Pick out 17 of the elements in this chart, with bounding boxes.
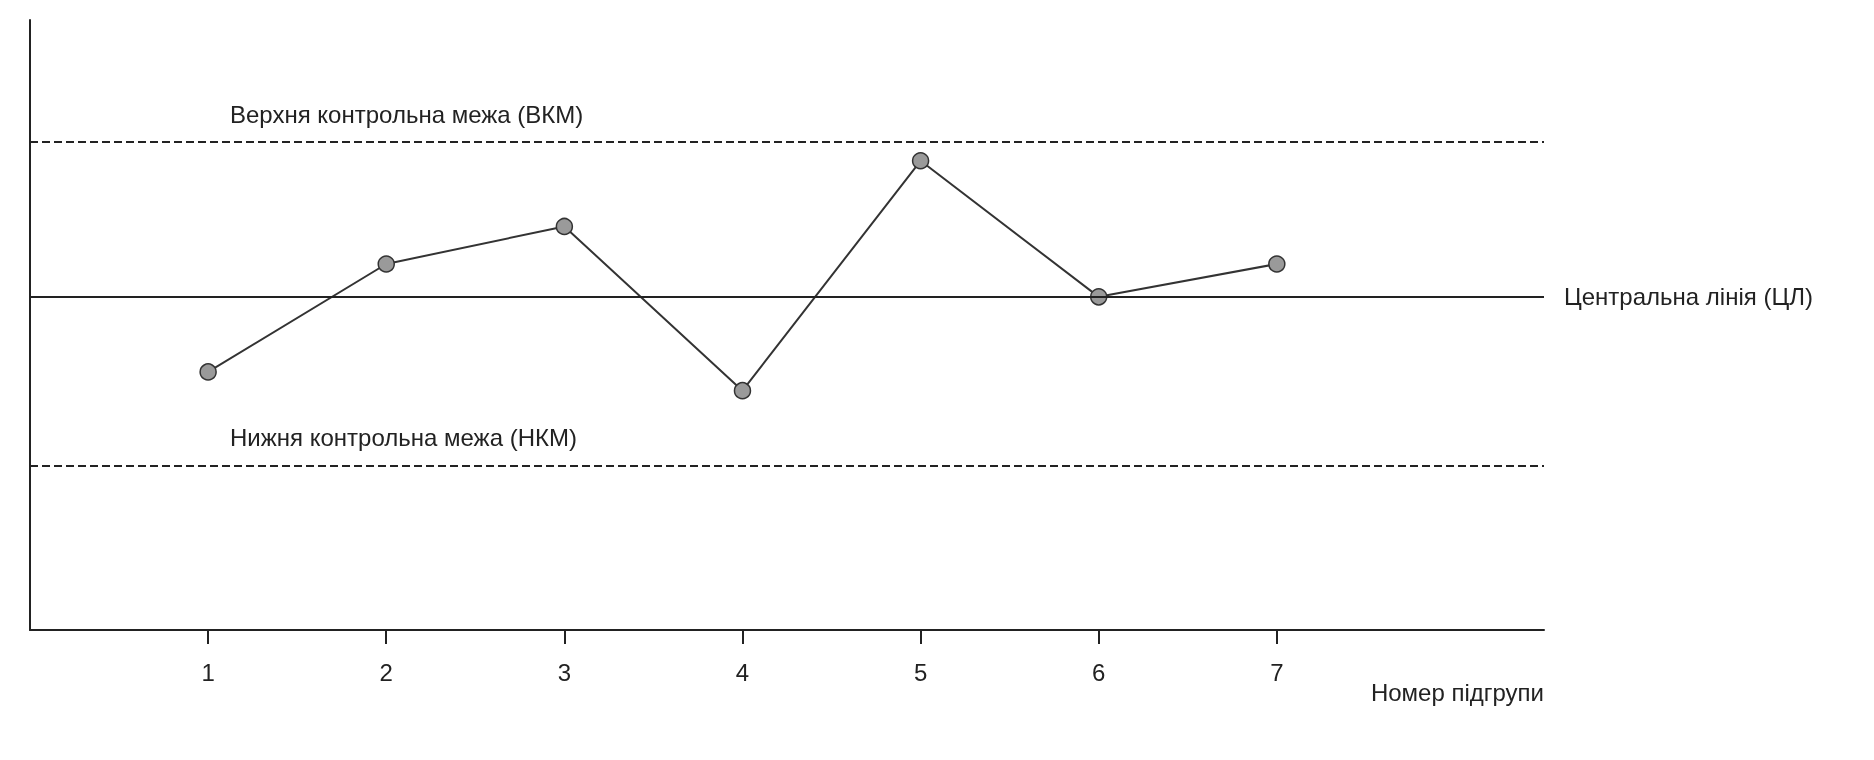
ref-line-label: Нижня контрольна межа (НКМ) <box>230 424 577 452</box>
x-axis-title: Номер підгрупи <box>1370 678 1544 706</box>
point <box>1268 255 1286 273</box>
x-tick-label: 1 <box>201 658 215 686</box>
point <box>911 152 930 170</box>
x-tick-label: 3 <box>557 658 572 686</box>
point <box>199 363 217 381</box>
point <box>733 381 752 400</box>
x-tick-label: 5 <box>913 658 928 686</box>
ref-line-label: Центральна лінія (ЦЛ) <box>1564 283 1813 311</box>
point <box>377 255 395 273</box>
x-tick-label: 4 <box>735 658 750 686</box>
x-tick-label: 7 <box>1270 658 1284 686</box>
ref-line-label: Верхня контрольна межа (ВКМ) <box>230 100 584 128</box>
x-tick-label: 6 <box>1092 658 1106 686</box>
x-tick-label: 2 <box>379 658 393 686</box>
point <box>555 217 574 236</box>
